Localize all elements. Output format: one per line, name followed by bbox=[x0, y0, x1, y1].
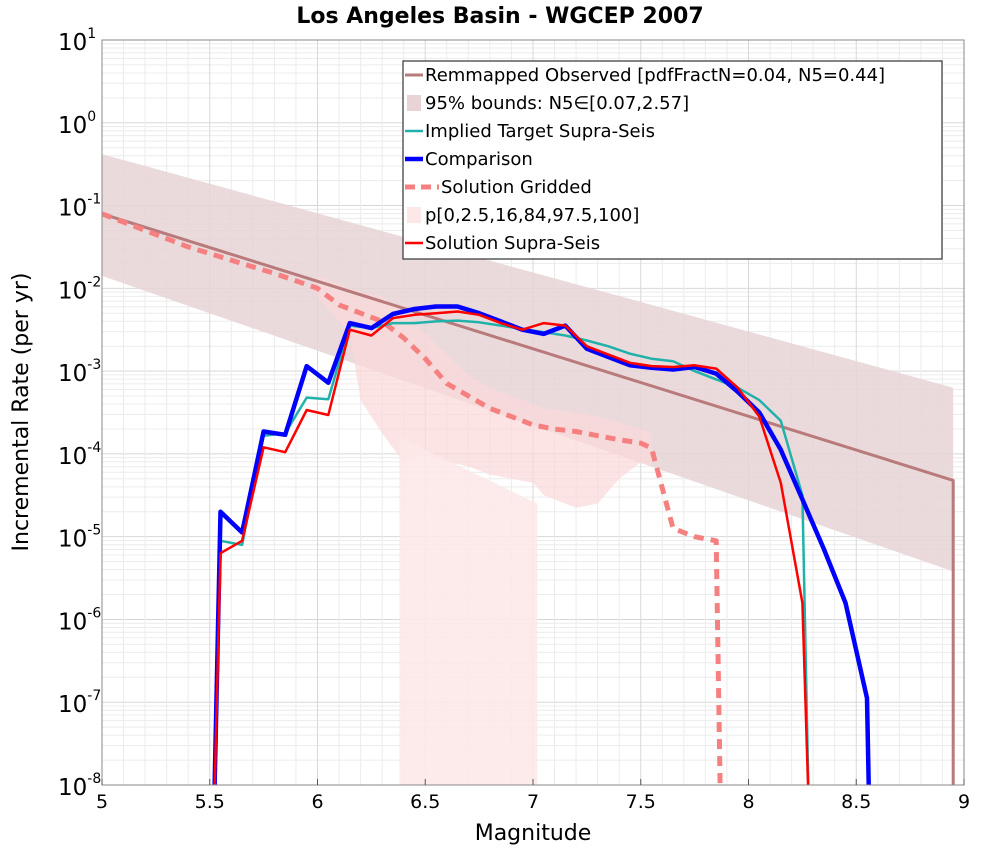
legend-entry: Remmapped Observed [pdfFractN=0.04, N5=0… bbox=[425, 65, 885, 86]
x-tick-label: 6.5 bbox=[410, 791, 440, 813]
legend-swatch bbox=[407, 95, 421, 111]
x-tick-label: 7.5 bbox=[626, 791, 656, 813]
y-tick-label: 10-1 bbox=[58, 192, 101, 222]
legend-box bbox=[402, 60, 943, 260]
y-tick-label: 10-4 bbox=[58, 440, 101, 470]
chart-title: Los Angeles Basin - WGCEP 2007 bbox=[296, 4, 703, 29]
y-tick-label: 10-3 bbox=[58, 357, 101, 387]
legend-entry: Solution Supra-Seis bbox=[425, 233, 600, 254]
percentile-outer-band bbox=[399, 437, 538, 785]
y-tick-label: 100 bbox=[58, 109, 96, 139]
y-tick-label: 10-8 bbox=[58, 771, 101, 801]
series-lines bbox=[102, 211, 955, 785]
comparison-line bbox=[212, 304, 871, 785]
remapped-observed-line bbox=[102, 212, 955, 785]
legend-entry: Implied Target Supra-Seis bbox=[425, 121, 655, 142]
solution-gridded-line bbox=[102, 211, 723, 785]
y-axis-label: Incremental Rate (per yr) bbox=[9, 273, 34, 552]
x-tick-label: 8 bbox=[742, 791, 754, 813]
y-tick-label: 101 bbox=[58, 26, 96, 56]
x-axis-label: Magnitude bbox=[475, 821, 592, 846]
y-tick-label: 10-2 bbox=[58, 274, 101, 304]
x-tick-label: 5.5 bbox=[195, 791, 225, 813]
y-tick-label: 10-6 bbox=[58, 605, 101, 635]
legend: Remmapped Observed [pdfFractN=0.04, N5=0… bbox=[402, 60, 943, 260]
x-tick-label: 7 bbox=[527, 791, 539, 813]
solution-supra-seis-line bbox=[213, 310, 810, 785]
x-tick-label: 8.5 bbox=[841, 791, 871, 813]
y-tick-label: 10-5 bbox=[58, 523, 101, 553]
x-tick-label: 5 bbox=[96, 791, 108, 813]
y-ticks: 101 100 10-1 10-2 10-3 10-4 10-5 10-6 10-7 10-8 bbox=[58, 26, 101, 801]
x-ticks: 5 5.5 6 6.5 7 7.5 8 8.5 9 bbox=[96, 779, 970, 813]
x-tick-label: 6 bbox=[311, 791, 323, 813]
bounds-95-band bbox=[102, 154, 954, 572]
y-tick-label: 10-7 bbox=[58, 688, 101, 718]
legend-entry: p[0,2.5,16,84,97.5,100] bbox=[425, 205, 639, 226]
legend-entry: Solution Gridded bbox=[441, 177, 592, 198]
x-tick-label: 9 bbox=[958, 791, 970, 813]
legend-swatch bbox=[407, 207, 421, 223]
legend-entry: Comparison bbox=[425, 149, 533, 170]
legend-entry: 95% bounds: N5∈[0.07,2.57] bbox=[425, 93, 689, 114]
